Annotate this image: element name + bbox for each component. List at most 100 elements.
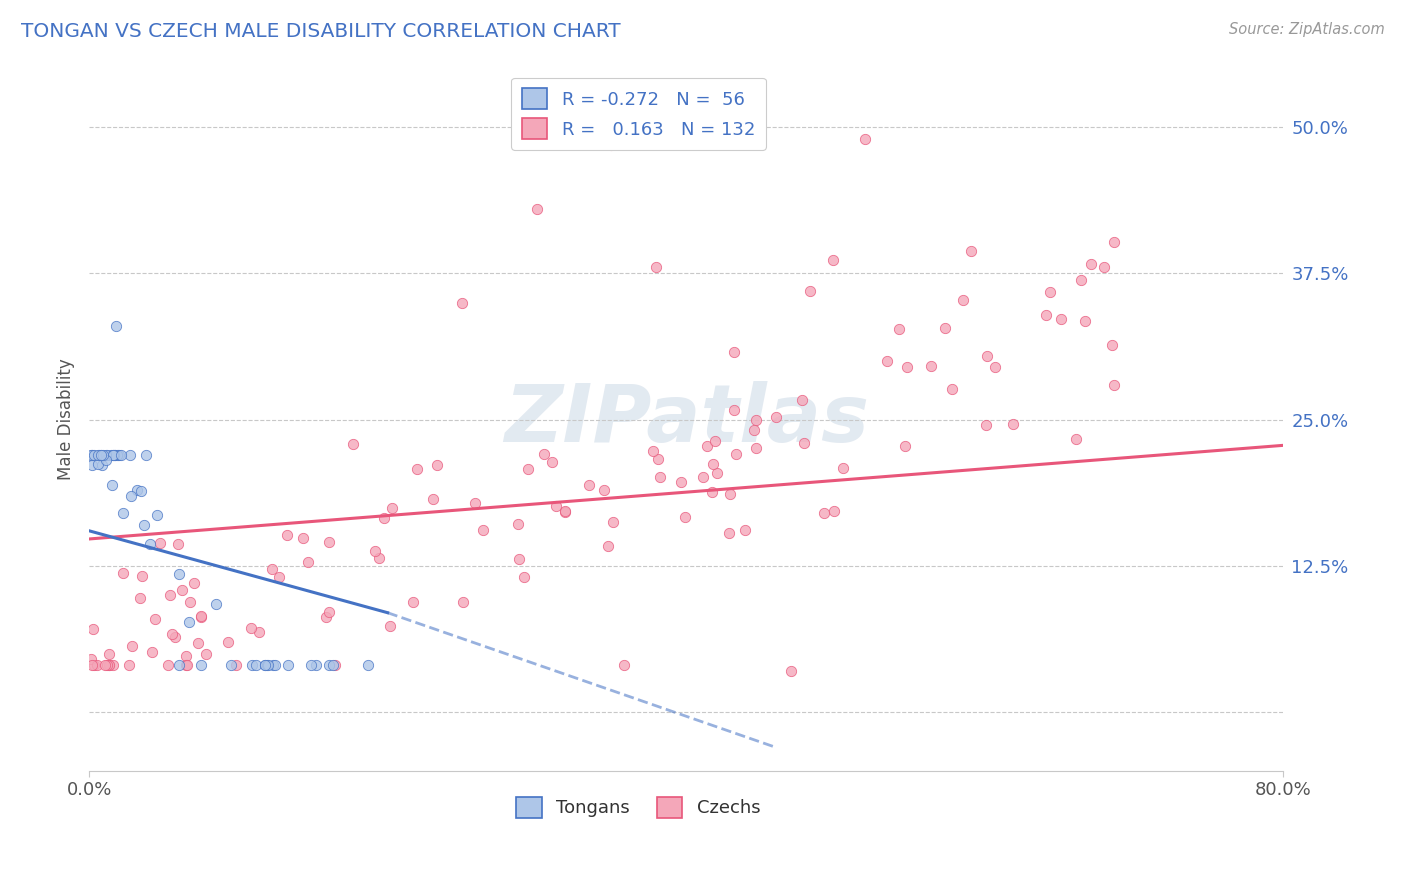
Point [600,137,623,152]
Point [125,483,148,498]
Point [813,506,835,520]
Point [80,458,103,472]
Point [592,483,614,498]
Point [602,515,624,529]
Point [104,448,127,462]
Point [277,658,299,673]
Point [86,658,108,673]
Point [256,658,278,673]
Point [702,457,724,471]
Point [1064,432,1087,446]
Point [554,504,576,518]
Point [162,627,184,641]
Point [793,436,815,450]
Point [718,486,741,500]
Point [734,523,756,537]
Point [141,645,163,659]
Point [217,634,239,648]
Point [260,562,283,576]
Point [451,295,474,310]
Point [318,535,340,549]
Point [779,664,801,678]
Point [381,500,404,515]
Point [263,658,285,673]
Point [831,461,853,475]
Point [322,658,344,673]
Point [94,658,117,673]
Point [526,202,548,216]
Point [111,566,134,580]
Text: TONGAN VS CZECH MALE DISABILITY CORRELATION CHART: TONGAN VS CZECH MALE DISABILITY CORRELAT… [21,22,620,41]
Point [744,441,766,455]
Point [80,448,103,462]
Point [103,448,125,462]
Point [422,492,444,507]
Point [225,658,247,673]
Point [984,359,1007,374]
Point [318,606,340,620]
Point [976,417,998,432]
Point [177,615,200,629]
Point [97,647,120,661]
Point [90,448,112,462]
Point [245,658,267,673]
Point [79,448,101,462]
Point [1039,285,1062,299]
Point [790,392,813,407]
Point [364,544,387,558]
Point [121,489,143,503]
Point [187,636,209,650]
Point [87,457,110,471]
Text: Source: ZipAtlas.com: Source: ZipAtlas.com [1229,22,1385,37]
Point [578,478,600,492]
Point [240,621,263,635]
Point [132,517,155,532]
Point [190,658,212,673]
Point [1074,314,1097,328]
Point [146,508,169,522]
Point [342,436,364,450]
Point [853,132,876,146]
Point [1102,235,1125,250]
Point [723,403,745,417]
Point [648,469,671,483]
Point [702,485,724,500]
Point [1035,308,1057,322]
Point [176,658,198,673]
Point [799,284,821,298]
Point [139,537,162,551]
Point [513,570,536,584]
Point [98,658,121,673]
Point [976,350,998,364]
Point [742,423,765,437]
Point [79,652,101,666]
Point [426,458,449,472]
Point [104,448,127,462]
Point [253,658,276,673]
Point [703,434,725,448]
Point [96,658,118,673]
Point [357,658,380,673]
Point [221,658,243,673]
Point [368,550,391,565]
Point [100,477,122,491]
Point [112,506,135,520]
Point [453,595,475,609]
Point [647,452,669,467]
Point [167,537,190,551]
Point [506,516,529,531]
Point [262,658,284,673]
Point [823,504,845,518]
Point [190,608,212,623]
Point [131,569,153,583]
Point [1002,417,1025,431]
Point [101,448,124,462]
Point [87,448,110,462]
Point [80,448,103,462]
Point [876,354,898,368]
Point [98,658,121,673]
Point [669,475,692,489]
Point [291,531,314,545]
Point [129,591,152,605]
Point [378,618,401,632]
